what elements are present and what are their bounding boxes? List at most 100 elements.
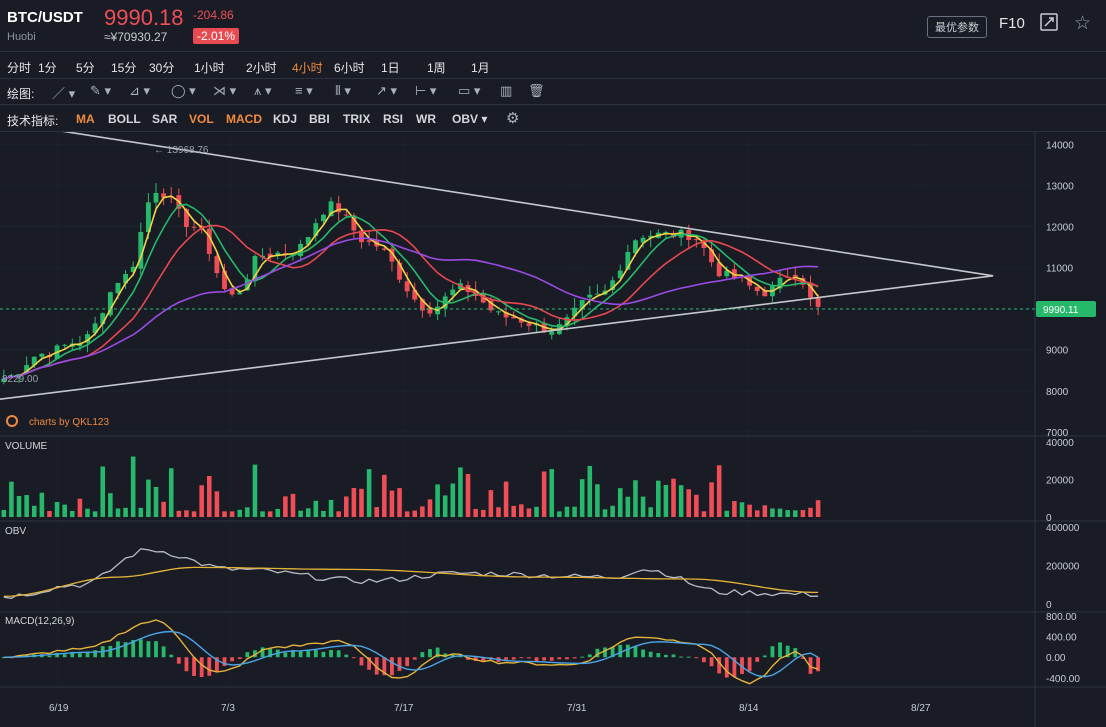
indicator-ma[interactable]: MA [76, 112, 95, 126]
volume-bar [397, 488, 402, 517]
macd-hist-bar [565, 657, 569, 660]
volume-bar [534, 506, 539, 517]
candle-body [587, 294, 593, 298]
obv-axis-label: 400000 [1046, 523, 1080, 534]
volume-bar [739, 502, 745, 517]
macd-hist-bar [808, 657, 813, 674]
price-axis-label: 14000 [1046, 140, 1074, 151]
pen-tool-icon[interactable]: ✎ ▾ [90, 83, 112, 98]
candle-body [359, 230, 364, 243]
macd-hist-bar [633, 646, 638, 658]
macd-hist-bar [306, 649, 311, 658]
volume-bar [770, 508, 775, 517]
indicator-macd[interactable]: MACD [226, 112, 262, 126]
gear-icon[interactable]: ⚙ [506, 110, 520, 127]
arrow-tool-icon[interactable]: ↗ ▾ [376, 83, 398, 98]
volume-bar [701, 511, 707, 517]
indicator-trix[interactable]: TRIX [343, 112, 371, 126]
volume-bar [465, 473, 471, 517]
period-tab-3[interactable]: 15分 [111, 61, 137, 75]
line-tool-icon[interactable]: ／ ▾ [52, 86, 76, 101]
period-tab-4[interactable]: 30分 [149, 61, 175, 75]
indicator-obv[interactable]: OBV ▾ [452, 112, 488, 126]
candle-body [366, 240, 372, 242]
volume-bar [572, 506, 577, 517]
macd-hist-bar [511, 657, 516, 660]
circle-tool-icon[interactable]: ◯ ▾ [171, 83, 196, 98]
price-axis-label: 8000 [1046, 387, 1069, 398]
period-tab-6[interactable]: 2小时 [246, 61, 277, 75]
macd-hist-bar [321, 651, 326, 658]
indicator-kdj[interactable]: KDJ [273, 112, 298, 126]
macd-hist-bar [557, 657, 562, 660]
indicator-sar[interactable]: SAR [152, 112, 178, 126]
volume-bar [686, 489, 692, 517]
candle-body [526, 323, 532, 326]
wave-tool-icon[interactable]: ⋊ ▾ [213, 83, 237, 98]
period-tab-5[interactable]: 1小时 [194, 61, 225, 75]
candle-body [610, 280, 616, 291]
macd-hist-bar [542, 657, 547, 661]
macd-hist-bar [245, 652, 250, 658]
candle-body [237, 292, 243, 295]
candle-body [488, 300, 494, 311]
period-tab-11[interactable]: 1月 [471, 61, 490, 75]
candle-body [633, 240, 638, 254]
macd-hist-bar [344, 654, 349, 658]
macd-hist-bar [367, 657, 372, 670]
volume-bar [62, 504, 67, 517]
candle-body [549, 331, 555, 335]
period-tab-2[interactable]: 5分 [76, 61, 95, 75]
obv-line-ma [3, 566, 819, 597]
candle-body [1, 378, 7, 382]
best-params-button[interactable]: 最优参数 [927, 16, 987, 38]
period-tab-0[interactable]: 分时 [7, 61, 32, 75]
period-tab-8[interactable]: 6小时 [334, 61, 365, 75]
indicator-rsi[interactable]: RSI [383, 112, 404, 126]
indicator-vol[interactable]: VOL [189, 112, 214, 126]
period-tab-10[interactable]: 1周 [427, 61, 446, 75]
kline-chart[interactable]: 1400013000120001100010000900080007000400… [0, 132, 1106, 727]
last-price: 9990.18 [104, 5, 184, 30]
candle-body [351, 215, 357, 231]
bars-tool-icon[interactable]: ▥ [500, 83, 513, 98]
volume-axis-label: 20000 [1046, 476, 1074, 487]
parallel-tool-icon[interactable]: ⦀ ▾ [335, 83, 351, 98]
candle-body [107, 292, 113, 316]
obv-axis-label: 0 [1046, 600, 1052, 611]
macd-hist-bar [253, 650, 257, 658]
macd-hist-bar [283, 652, 288, 658]
fullscreen-icon[interactable] [1040, 13, 1058, 31]
macd-hist-bar [656, 653, 661, 658]
pattern-tool-icon[interactable]: ⩚ ▾ [254, 83, 272, 98]
macd-hist-bar [770, 646, 775, 658]
macd-hist-bar [717, 657, 722, 674]
indicator-wr[interactable]: WR [416, 112, 436, 126]
macd-hist-bar [108, 645, 113, 658]
trash-icon[interactable]: 🗑 [528, 83, 545, 98]
indicator-label: 技术指标: [7, 114, 59, 128]
macd-hist-bar [625, 644, 630, 658]
ticker-header: BTC/USDT Huobi 9990.18 ≈¥70930.27 -204.8… [0, 0, 1106, 52]
period-tab-9[interactable]: 1日 [381, 61, 400, 75]
period-tab-7[interactable]: 4小时 [292, 61, 323, 75]
candle-body [214, 256, 220, 274]
channel-tool-icon[interactable]: ⊿ ▾ [129, 83, 151, 98]
star-icon[interactable]: ☆ [1074, 13, 1092, 34]
candle-body [100, 313, 106, 325]
indicator-boll[interactable]: BOLL [108, 112, 141, 126]
macd-hist-bar [336, 650, 341, 658]
fib-tool-icon[interactable]: ≡ ▾ [295, 83, 313, 98]
drawing-label: 绘图: [7, 87, 35, 101]
low-price-label: 8229.00 [2, 374, 39, 385]
indicator-bbi[interactable]: BBI [309, 112, 330, 126]
f10-button[interactable]: F10 [999, 15, 1025, 32]
range-tool-icon[interactable]: ⊢ ▾ [415, 83, 437, 98]
comment-tool-icon[interactable]: ▭ ▾ [458, 83, 481, 98]
macd-hist-bar [428, 649, 432, 658]
candle-body [161, 193, 167, 198]
volume-bar [191, 511, 197, 517]
candle-body [496, 311, 501, 313]
period-tab-1[interactable]: 1分 [38, 61, 57, 75]
volume-bar [283, 496, 288, 517]
